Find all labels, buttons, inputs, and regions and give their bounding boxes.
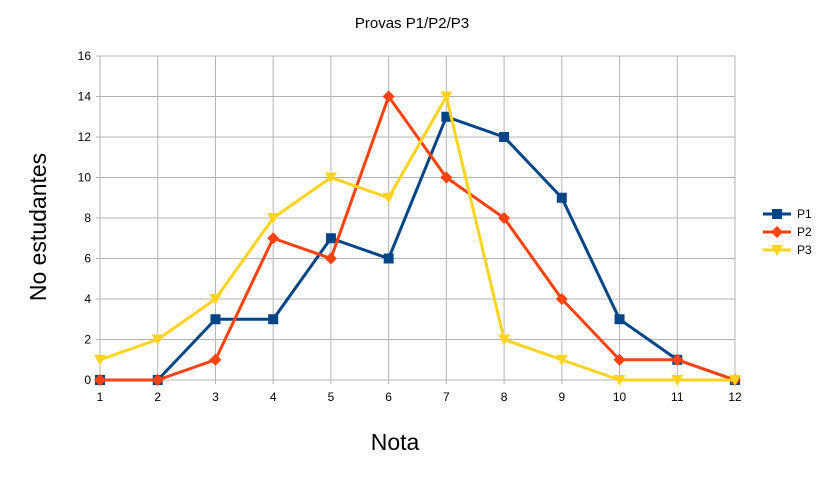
legend-marker [771, 245, 783, 256]
y-axis-label: No estudantes [25, 153, 51, 301]
x-tick-label: 12 [728, 390, 742, 404]
x-tick-label: 7 [443, 390, 450, 404]
data-point-p1 [268, 314, 279, 325]
data-point-p3 [151, 334, 164, 346]
data-point-p3 [209, 294, 222, 305]
x-tick-label: 1 [97, 390, 104, 404]
y-tick-label: 4 [84, 292, 91, 306]
legend-label: P1 [797, 207, 812, 221]
data-point-p2 [613, 353, 626, 366]
y-tick-label: 10 [78, 171, 92, 185]
chart-title: Provas P1/P2/P3 [355, 15, 469, 32]
data-point-p1 [556, 192, 567, 203]
y-tick-label: 12 [78, 130, 92, 144]
data-point-p2 [267, 232, 280, 245]
x-tick-label: 10 [613, 390, 627, 404]
series-p1 [95, 111, 740, 385]
y-tick-label: 6 [84, 252, 91, 266]
legend: P1 P2 P3 [763, 207, 812, 257]
data-point-p3 [267, 213, 280, 224]
data-point-p3 [94, 354, 106, 366]
data-point-p3 [498, 334, 511, 346]
legend-marker [771, 226, 783, 238]
data-point-p3 [324, 172, 337, 184]
grid [99, 55, 736, 381]
y-tick-label: 2 [84, 333, 91, 347]
data-point-p3 [382, 192, 395, 204]
data-point-p3 [671, 375, 684, 386]
x-tick-label: 2 [154, 390, 161, 404]
series-p3 [94, 91, 741, 386]
legend-item-p3: P3 [763, 243, 812, 257]
data-point-p2 [498, 212, 511, 224]
data-point-p2 [151, 374, 164, 386]
data-point-p1 [210, 314, 221, 325]
data-point-p1 [499, 132, 510, 142]
data-point-p1 [441, 111, 452, 122]
data-point-p3 [440, 91, 453, 103]
legend-item-p1: P1 [763, 207, 812, 221]
legend-label: P3 [797, 243, 812, 257]
x-tick-label: 8 [501, 390, 508, 404]
x-tick-label: 5 [328, 390, 335, 404]
y-tick-label: 14 [78, 90, 92, 104]
data-point-p2 [94, 374, 106, 386]
x-tick-label: 6 [385, 390, 392, 404]
data-point-p2 [209, 353, 222, 366]
data-point-p1 [383, 253, 394, 264]
y-tick-label: 16 [78, 49, 92, 63]
y-tick-label: 0 [84, 373, 91, 387]
data-point-p3 [613, 375, 626, 386]
series-p1-line [100, 115, 736, 382]
x-tick-label: 3 [212, 390, 219, 404]
data-point-p2 [555, 293, 568, 305]
data-point-p1 [614, 314, 625, 325]
series-lines [94, 90, 741, 386]
x-tick-labels: 1 2 3 4 5 6 7 8 9 10 11 12 [97, 390, 742, 404]
x-tick-label: 4 [270, 390, 277, 404]
legend-label: P2 [797, 225, 812, 239]
legend-marker [772, 209, 782, 219]
data-point-p2 [440, 171, 453, 184]
x-tick-label: 9 [558, 390, 565, 404]
data-point-p2 [324, 252, 337, 265]
series-p3-line [99, 95, 735, 382]
data-point-p3 [555, 354, 568, 366]
legend-item-p2: P2 [763, 225, 812, 239]
series-p2-line [100, 95, 736, 382]
data-point-p2 [382, 90, 395, 103]
y-tick-label: 8 [84, 211, 91, 225]
x-axis-label: Nota [371, 429, 420, 455]
series-p2 [94, 90, 741, 386]
data-point-p3 [729, 375, 741, 386]
data-point-p2 [671, 353, 684, 366]
x-tick-label: 11 [671, 390, 684, 404]
y-tick-labels: 0 2 4 6 8 10 12 14 16 [78, 49, 92, 387]
data-point-p1 [325, 233, 336, 244]
